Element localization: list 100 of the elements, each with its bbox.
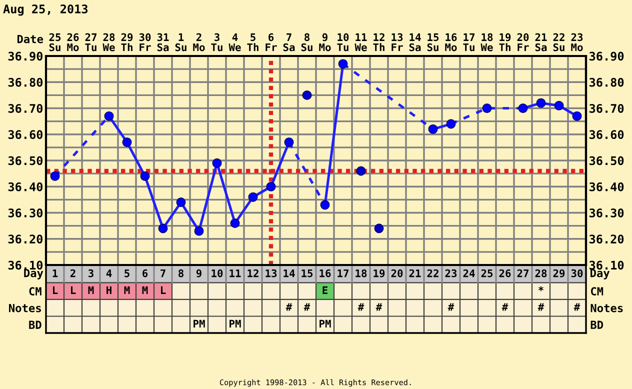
x-tick-label: 27 <box>517 269 528 278</box>
x-tick-label: 19 <box>374 269 385 278</box>
text: # <box>304 303 310 311</box>
x-tick-label: 11 <box>230 269 241 278</box>
text: # <box>286 303 292 311</box>
text: M <box>142 286 148 294</box>
x-tick-label: 14 <box>284 269 295 278</box>
x2-tick-label: 22 Su <box>553 33 564 52</box>
y-tick-label: 36.60 <box>8 130 43 140</box>
y2-tick-label: 36.80 <box>590 78 624 87</box>
category-label: Notes <box>590 304 623 312</box>
x2-tick-label: 19 Th <box>499 33 511 52</box>
x-tick-label: 26 <box>499 269 511 278</box>
x2-tick-label: 12 Th <box>373 33 384 52</box>
x2-tick-label: 2 Mo <box>193 33 205 52</box>
text: # <box>538 303 544 311</box>
x-axis-title: Day <box>24 268 44 280</box>
x-tick-label: 24 <box>463 269 475 278</box>
x-tick-label: 10 <box>212 269 223 278</box>
x2-tick-label: 14 Sa <box>409 33 421 52</box>
x-tick-label: 2 <box>70 269 76 278</box>
x-tick-label: 15 <box>302 269 313 278</box>
y2-tick-label: 36.60 <box>590 130 624 140</box>
y-tick-label: 36.70 <box>8 104 43 113</box>
x2-tick-label: 23 Mo <box>571 33 583 52</box>
x-tick-label: 8 <box>178 269 184 278</box>
y2-tick-label: 36.40 <box>590 182 624 192</box>
x2-tick-label: 1 Su <box>175 33 186 52</box>
category-label: CM <box>590 287 604 296</box>
y2-tick-label: 36.20 <box>590 234 624 244</box>
category-label: BD <box>29 320 42 329</box>
text: H <box>106 286 112 294</box>
x2-tick-label: 6 Fr <box>266 33 277 52</box>
x-tick-label: 5 <box>124 269 130 278</box>
text: # <box>448 303 454 311</box>
x2-tick-label: 4 We <box>228 33 241 52</box>
x-tick-label: 16 <box>320 269 331 278</box>
x-tick-label: 13 <box>266 269 277 278</box>
x-tick-label: 21 <box>409 269 421 278</box>
y-tick-label: 36.10 <box>8 260 43 270</box>
x2-tick-label: 7 Sa <box>283 33 295 52</box>
y-tick-label: 36.80 <box>8 78 43 87</box>
x2-tick-label: 28 We <box>102 33 115 52</box>
x-tick-label: 30 <box>571 269 583 278</box>
x2-tick-label: 20 Fr <box>517 33 529 52</box>
text: E <box>322 286 328 294</box>
text: # <box>574 303 580 311</box>
y2-tick-label: 36.10 <box>590 260 624 270</box>
x2-tick-label: 26 Mo <box>67 33 79 52</box>
x-tick-label: 4 <box>106 269 112 278</box>
x-tick-label: 9 <box>196 269 202 278</box>
x-tick-label: 3 <box>88 269 94 278</box>
x2-tick-label: 25 Su <box>49 33 61 52</box>
x2-tick-label: 13 Fr <box>392 33 403 52</box>
x2-axis-title: Date <box>17 34 44 44</box>
x-tick-label: 7 <box>160 269 166 278</box>
category-label: BD <box>590 320 604 329</box>
x2-tick-label: 9 Mo <box>319 33 331 52</box>
text: L <box>161 286 166 294</box>
x2-tick-label: 8 Su <box>301 33 312 52</box>
x2-tick-label: 17 Tu <box>463 33 474 52</box>
x2-tick-label: 5 Th <box>247 33 258 52</box>
chart-title: Aug 25, 2013 <box>3 4 88 16</box>
text: PM <box>320 320 331 328</box>
x2-tick-label: 29 Th <box>121 33 133 52</box>
y-tick-label: 36.30 <box>8 208 43 218</box>
text: Day <box>590 268 610 280</box>
x-tick-label: 23 <box>445 269 457 278</box>
x-tick-label: 1 <box>52 269 58 278</box>
x2-tick-label: 31 Sa <box>157 33 169 52</box>
x-tick-label: 22 <box>427 269 438 278</box>
y2-tick-label: 36.50 <box>590 156 624 166</box>
x-tick-label: 6 <box>142 269 148 278</box>
text: * <box>538 286 544 292</box>
x2-tick-label: 15 Su <box>427 33 439 52</box>
text: M <box>88 286 94 294</box>
x2-tick-label: 30 Fr <box>139 33 151 52</box>
y2-tick-label: 36.30 <box>590 208 624 218</box>
x-tick-label: 25 <box>481 269 493 278</box>
y-tick-label: 36.40 <box>8 182 43 192</box>
text: L <box>53 286 58 294</box>
x-tick-label: 12 <box>248 269 258 278</box>
text: # <box>502 303 508 311</box>
x2-tick-label: 18 We <box>480 33 493 52</box>
x-tick-label: 20 <box>391 269 403 278</box>
category-label: Notes <box>9 304 41 312</box>
y2-tick-label: 36.90 <box>590 52 624 61</box>
text: PM <box>194 320 205 328</box>
x2-tick-label: 3 Tu <box>211 33 222 52</box>
category-label: CM <box>29 287 42 296</box>
text: # <box>376 303 382 311</box>
y-tick-label: 36.50 <box>8 156 43 166</box>
text: L <box>71 286 76 294</box>
y-tick-label: 36.20 <box>8 234 43 244</box>
x2-tick-label: 11 We <box>354 33 367 52</box>
x2-tick-label: 27 Tu <box>85 33 96 52</box>
x2-tick-label: 10 Tu <box>337 33 349 52</box>
x-tick-label: 17 <box>338 269 348 278</box>
x2-tick-label: 16 Mo <box>445 33 457 52</box>
y2-tick-label: 36.70 <box>590 104 624 113</box>
